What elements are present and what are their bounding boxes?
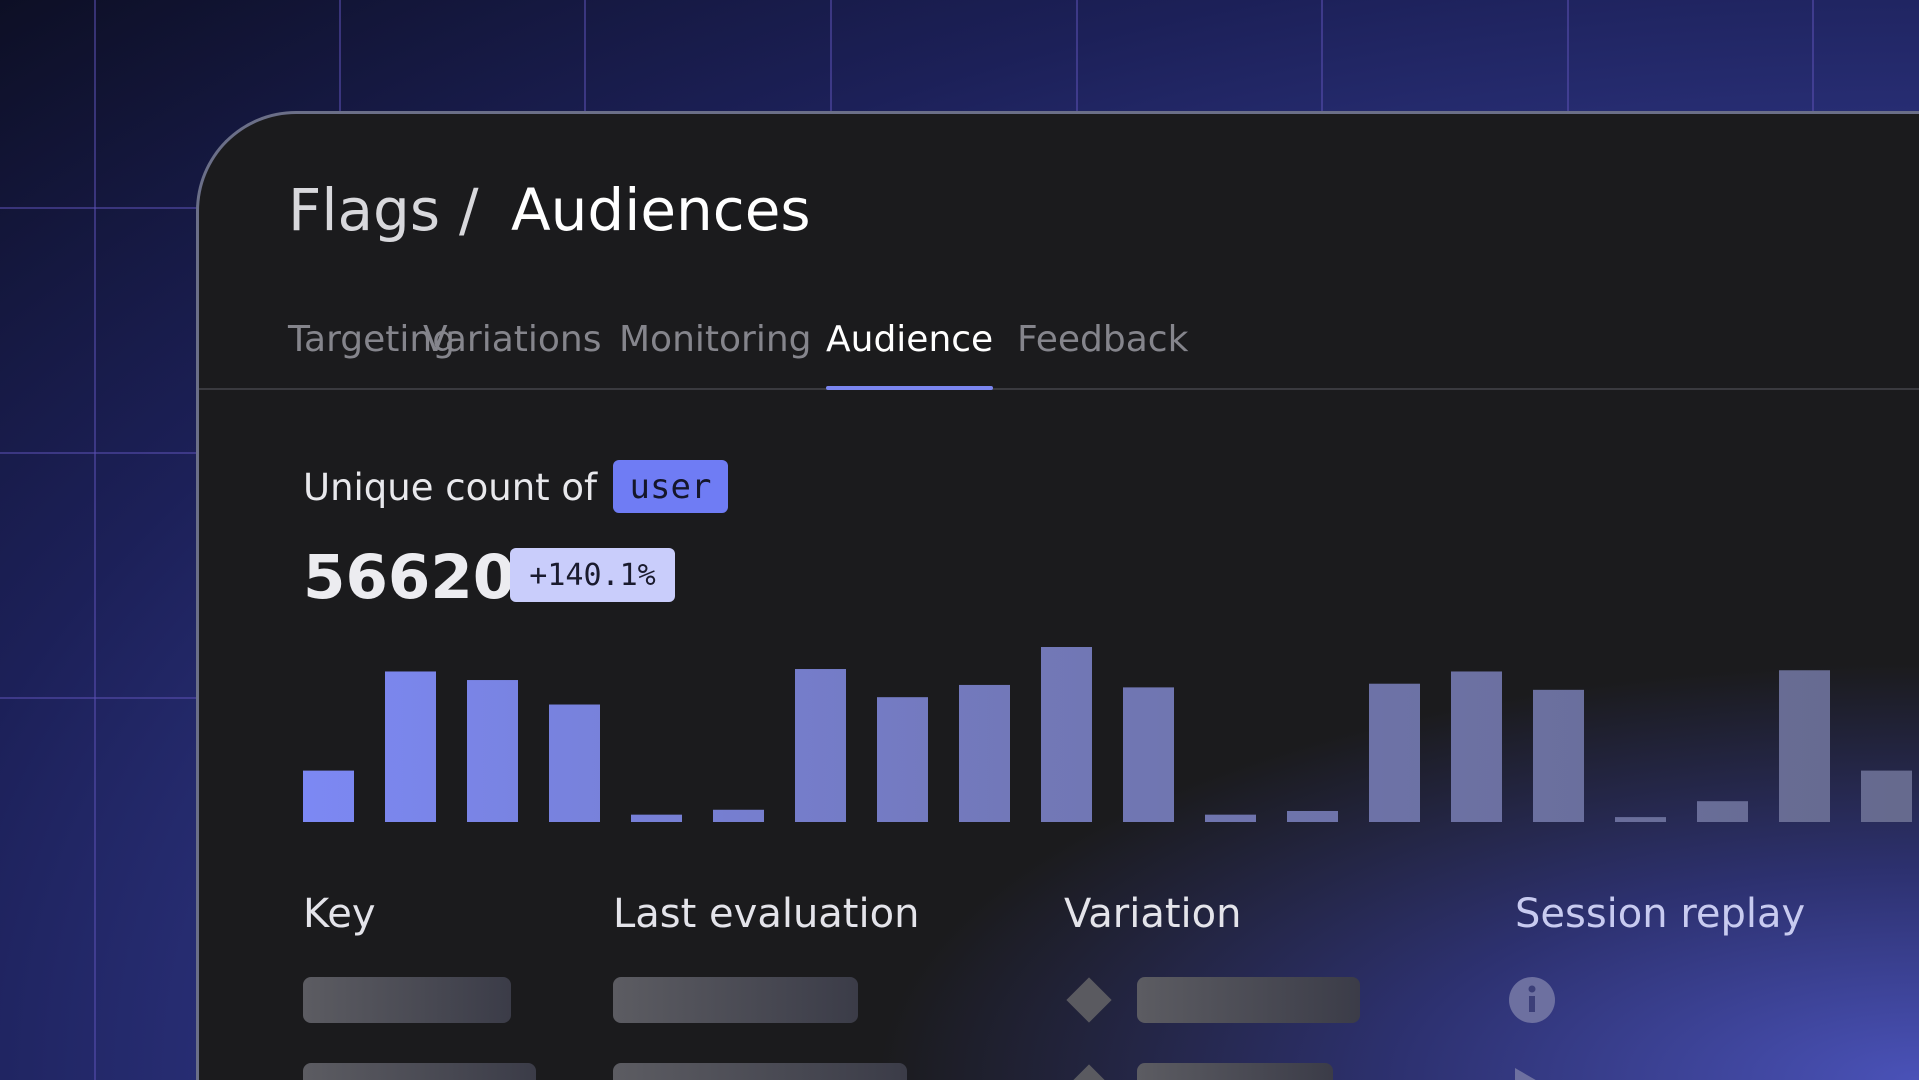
column-header: Session replay — [1515, 891, 1806, 937]
change-badge: +140.1% — [510, 548, 675, 602]
variation-icons — [1066, 977, 1112, 1080]
bar — [1287, 810, 1338, 822]
column-header: Last evaluation — [613, 891, 920, 937]
tab[interactable]: Feedback — [1017, 319, 1189, 360]
bar — [303, 770, 354, 822]
metric-label: Unique count of — [303, 466, 598, 509]
bar-chart — [303, 647, 1912, 822]
bar — [1861, 770, 1912, 822]
skeleton — [1137, 977, 1360, 1023]
bar — [1697, 801, 1748, 822]
breadcrumb-current: Audiences — [511, 176, 811, 244]
bar — [1615, 817, 1666, 822]
bar — [795, 669, 846, 822]
bar — [1533, 689, 1584, 822]
bar — [877, 697, 928, 822]
active-tab-indicator — [826, 386, 993, 390]
tab[interactable]: Variations — [423, 319, 602, 360]
tab[interactable]: Audience — [826, 319, 994, 360]
breadcrumb-parent[interactable]: Flags — [288, 176, 441, 244]
bar — [1123, 687, 1174, 822]
skeleton — [303, 977, 511, 1023]
panel: Flags / Audiences Targeting Variations Mon… — [196, 111, 1919, 1080]
bar — [549, 704, 600, 822]
bar — [1041, 647, 1092, 822]
column-header: Key — [303, 891, 376, 937]
bar — [959, 684, 1010, 822]
bar — [1369, 683, 1420, 822]
skeleton — [1137, 1063, 1333, 1080]
skeleton — [613, 1063, 907, 1080]
skeleton — [303, 1063, 536, 1080]
tab[interactable]: Monitoring — [619, 319, 812, 360]
key-badge: user — [613, 460, 728, 513]
divider — [199, 388, 1919, 390]
breadcrumb-separator: / — [459, 176, 479, 244]
column-header: Variation — [1064, 891, 1242, 937]
bar — [1205, 814, 1256, 822]
metric-value: 56620 — [303, 542, 516, 613]
tab[interactable]: Targeting — [288, 319, 456, 360]
skeleton — [613, 977, 858, 1023]
replay-icons — [1509, 977, 1555, 1080]
bar — [1451, 671, 1502, 822]
bar — [631, 814, 682, 822]
bar — [713, 809, 764, 822]
bar — [467, 680, 518, 822]
bar — [1779, 670, 1830, 822]
bar — [385, 671, 436, 822]
